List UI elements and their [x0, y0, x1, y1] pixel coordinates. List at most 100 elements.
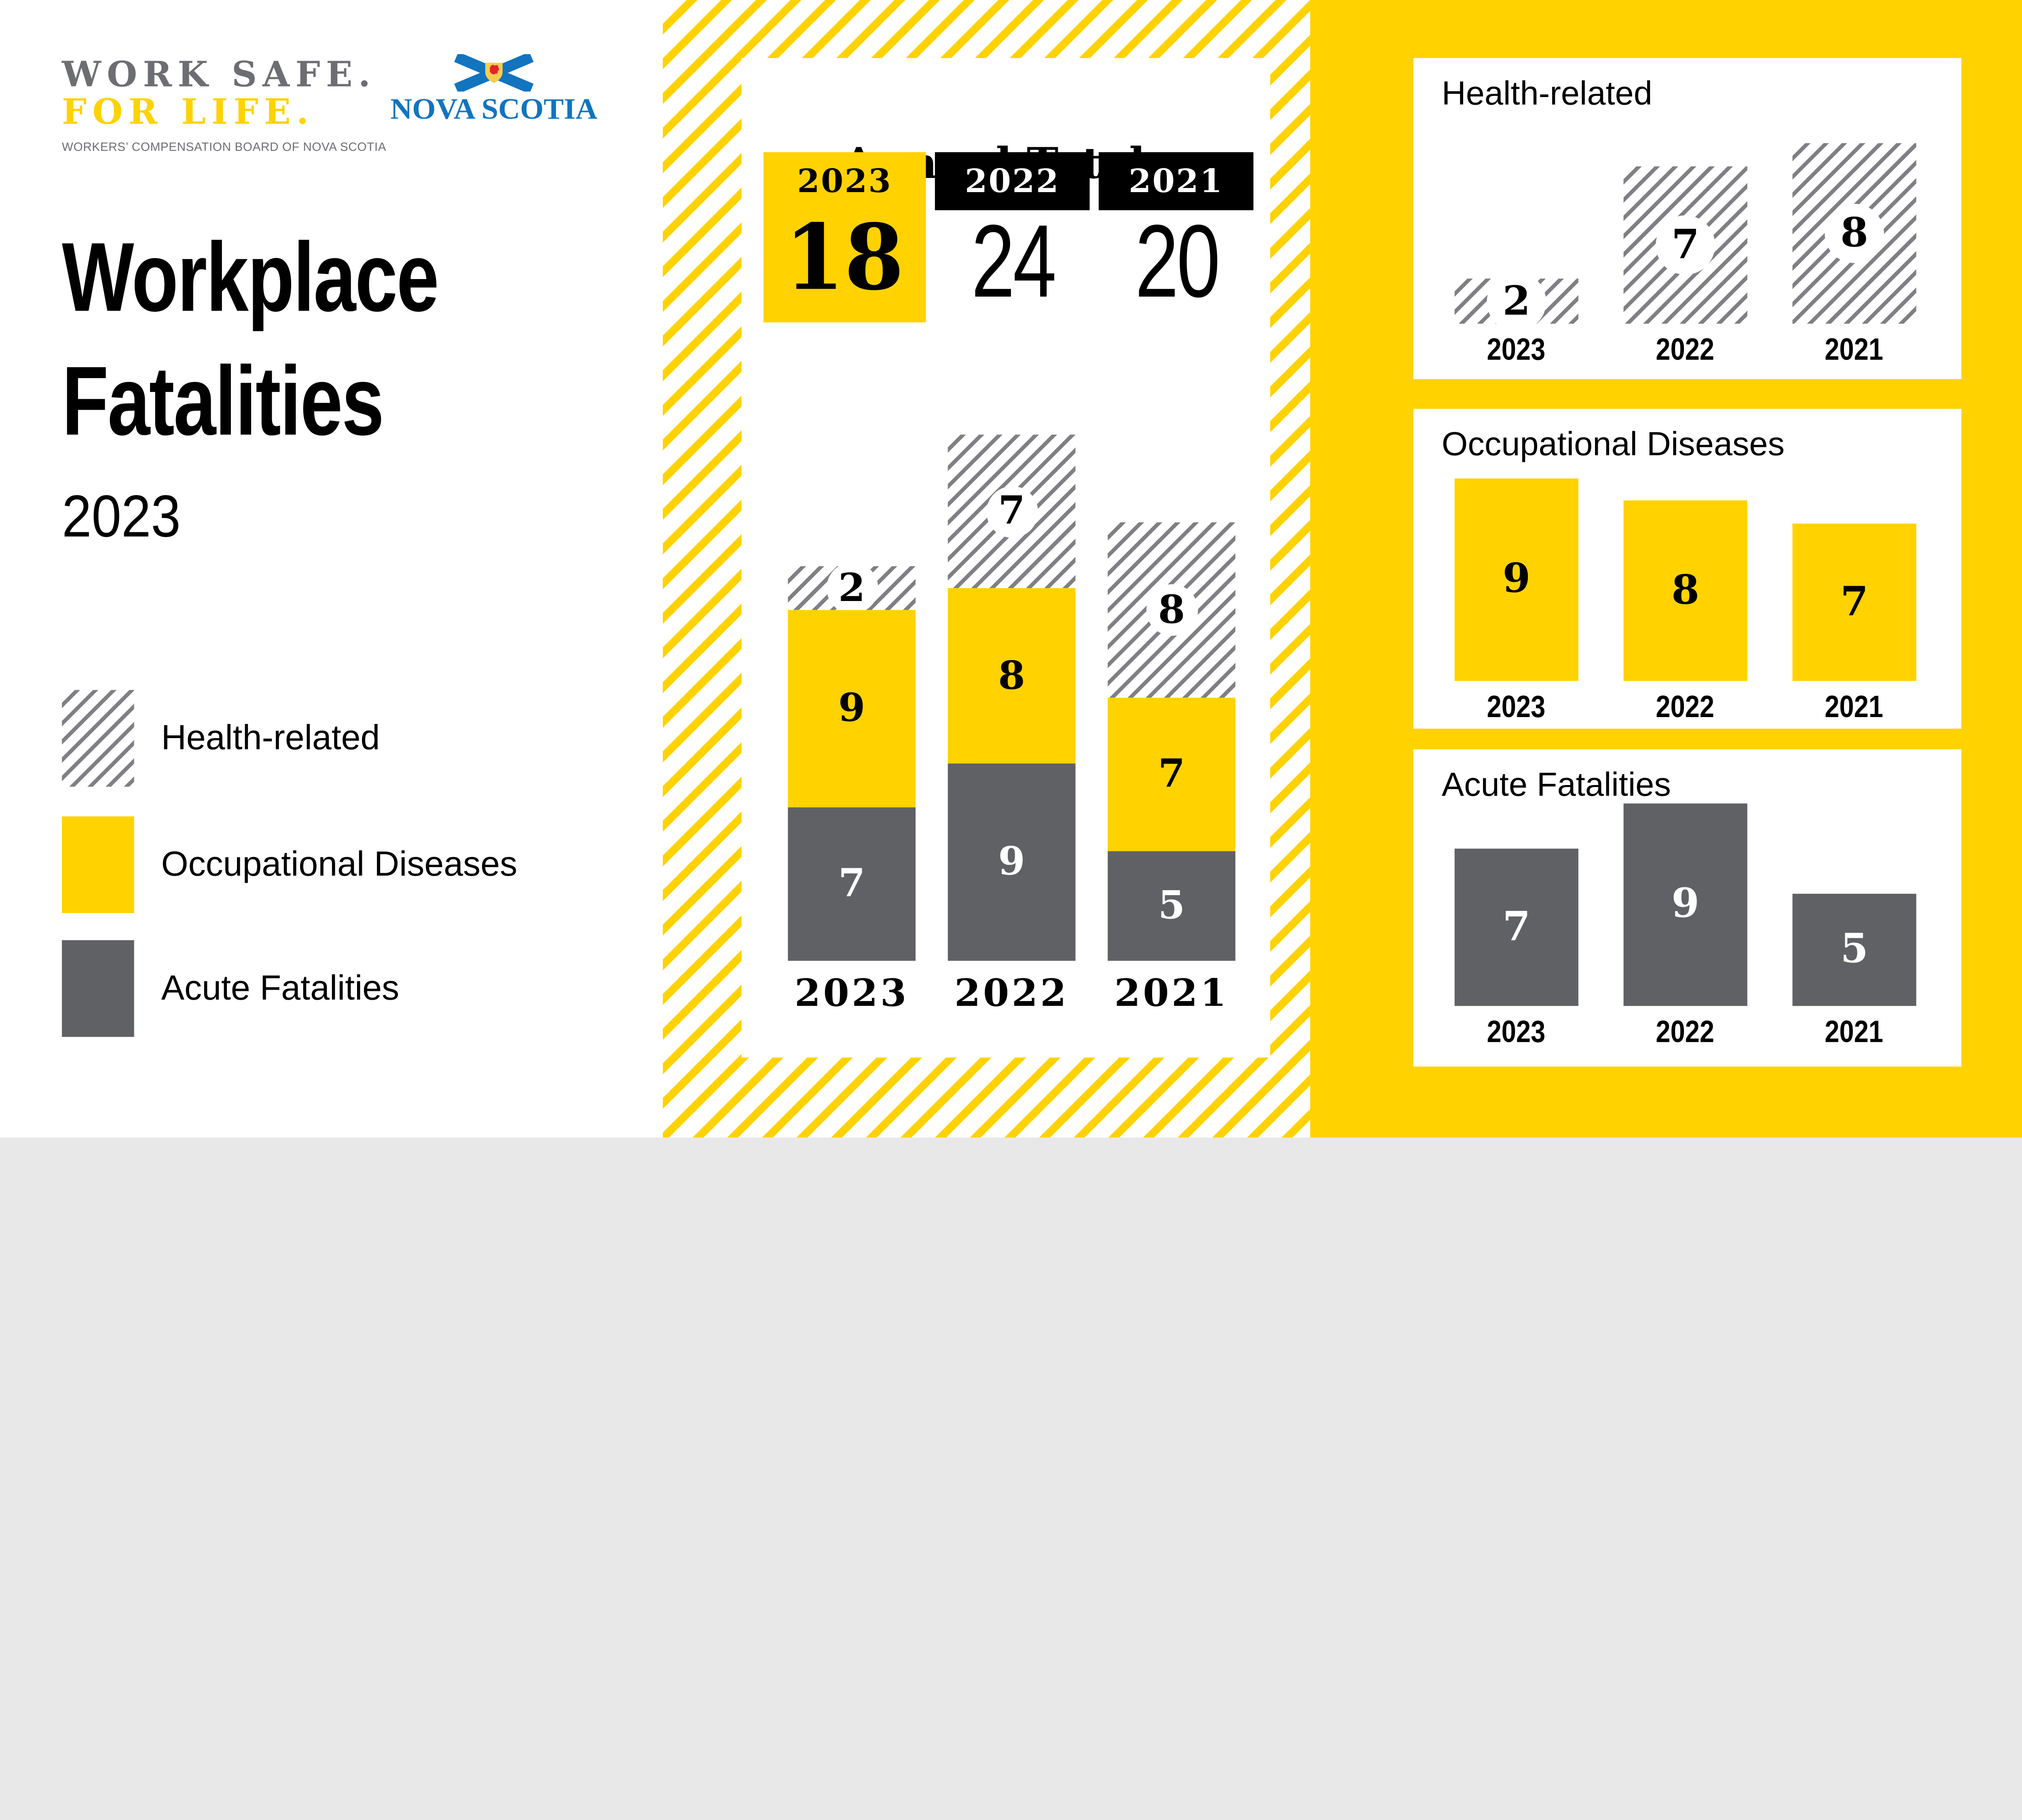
page-title-line2: Fatalities	[62, 347, 384, 457]
wcb-logo: WORK SAFE. FOR LIFE. WORKERS’ COMPENSATI…	[62, 57, 386, 153]
bar-year-label: 2023	[1487, 1015, 1546, 1050]
segment-acute-fatalities: 9	[948, 763, 1076, 961]
nova-scotia-wordmark: NOVA SCOTIA	[390, 93, 598, 125]
bar-value: 7	[1502, 904, 1531, 950]
stacked-bar-year-label: 2023	[794, 971, 909, 1015]
bar-year-label: 2021	[1825, 1015, 1884, 1050]
health-related-card-title: Health-related	[1442, 73, 1652, 112]
segment-acute-fatalities: 5	[1108, 851, 1235, 961]
legend-item-acute-fatalities: Acute Fatalities	[62, 939, 399, 1037]
bar-value: 7	[1671, 221, 1700, 268]
page-title-line1: Workplace	[62, 223, 439, 333]
legend-label: Health-related	[161, 717, 380, 757]
stacked-bar-year-label: 2021	[1114, 971, 1229, 1015]
segment-value: 7	[1158, 752, 1185, 797]
workplace-fatalities-infographic: WORK SAFE. FOR LIFE. WORKERS’ COMPENSATI…	[0, 0, 2022, 1138]
segment-occupational-diseases: 7	[1108, 698, 1235, 851]
legend-swatch-yellow-icon	[62, 815, 134, 913]
health-related-bar-2022: 7 2022	[1623, 165, 1747, 370]
annual-total-value: 24	[971, 203, 1056, 319]
acute-fatalities-card: Acute Fatalities 7 2023 9 2022 5 2021	[1413, 749, 1962, 1067]
occupational-diseases-card: Occupational Diseases 9 2023 8 2022 7 2021	[1413, 408, 1962, 729]
acute-fatalities-bar: 7	[1454, 848, 1579, 1006]
bar-value: 8	[1671, 567, 1700, 614]
health-related-bar-2021: 8 2021	[1792, 143, 1916, 370]
health-related-chart: 2 2023 7 2022 8 2021	[1454, 143, 1916, 370]
bar-value: 7	[1840, 578, 1868, 625]
annual-year-tab-label: 2023	[797, 162, 892, 200]
segment-value: 7	[838, 861, 865, 907]
page-title-year: 2023	[62, 482, 181, 550]
nova-scotia-logo: NOVA SCOTIA	[371, 54, 616, 127]
acute-fatalities-bar-2023: 7 2023	[1454, 848, 1579, 1052]
bar-year-label: 2021	[1825, 332, 1884, 368]
wcb-logo-tagline: WORKERS’ COMPENSATION BOARD OF NOVA SCOT…	[62, 140, 387, 154]
occupational-diseases-bar: 8	[1623, 500, 1747, 681]
health-related-bar-2023: 2 2023	[1454, 271, 1579, 370]
stacked-bar-segments: 2 9 7	[788, 562, 916, 961]
value-circle: 8	[1825, 203, 1884, 263]
stacked-bar-year-label: 2022	[954, 971, 1069, 1015]
value-circle: 2	[826, 562, 878, 614]
bar-year-label: 2023	[1487, 690, 1546, 725]
annual-year-tab-label: 2022	[964, 162, 1060, 200]
bar-value: 2	[1502, 278, 1531, 324]
value-circle: 2	[1487, 271, 1546, 331]
legend-label: Occupational Diseases	[161, 844, 518, 883]
legend-item-occupational-diseases: Occupational Diseases	[62, 815, 517, 913]
acute-fatalities-bar: 9	[1623, 803, 1747, 1006]
occupational-diseases-bar: 9	[1454, 478, 1579, 681]
stacked-bar-2021: 8 7 5 2021	[1108, 522, 1235, 1015]
acute-fatalities-bar-2022: 9 2022	[1623, 803, 1747, 1052]
segment-value: 9	[998, 839, 1025, 885]
bar-value: 9	[1502, 556, 1531, 603]
segment-acute-fatalities: 7	[788, 807, 916, 961]
occupational-diseases-bar-2023: 9 2023	[1454, 478, 1579, 727]
segment-occupational-diseases: 8	[948, 588, 1076, 764]
stacked-bar-segments: 7 8 9	[948, 434, 1076, 961]
acute-fatalities-bar-2021: 5 2021	[1792, 893, 1916, 1052]
annual-total-cell-2023: 2023 18	[763, 152, 926, 323]
segment-value: 8	[1158, 587, 1185, 633]
segment-health-related: 8	[1108, 522, 1235, 698]
value-circle: 7	[986, 485, 1038, 538]
legend-item-health-related: Health-related	[62, 689, 380, 787]
annual-totals-header: 2023 18 2022 24 2021 20	[763, 152, 1254, 323]
wcb-logo-line2: FOR LIFE.	[62, 93, 315, 133]
bar-year-label: 2023	[1487, 332, 1546, 368]
annual-total-value: 18	[785, 203, 905, 311]
segment-occupational-diseases: 9	[788, 610, 916, 808]
annual-totals-card: Annual Totals 2023 18 2022 24 2021 20 2 9 7 2023…	[741, 58, 1270, 1058]
segment-health-related: 2	[788, 562, 916, 614]
occupational-diseases-chart: 9 2023 8 2022 7 2021	[1454, 478, 1916, 727]
annual-year-tab: 2022	[935, 152, 1090, 210]
segment-value: 2	[838, 565, 865, 611]
health-related-card: Health-related 2 2023 7 2022 8 2021	[1413, 58, 1962, 379]
occupational-diseases-bar-2021: 7 2021	[1792, 523, 1916, 727]
bar-year-label: 2022	[1656, 332, 1715, 368]
health-related-bar: 2	[1454, 271, 1579, 331]
annual-total-value: 20	[1134, 203, 1220, 319]
acute-fatalities-card-title: Acute Fatalities	[1442, 764, 1671, 804]
annual-year-tab-label: 2021	[1128, 162, 1224, 200]
page-title: Workplace Fatalities 2023	[62, 217, 544, 547]
value-circle: 7	[1656, 215, 1715, 275]
segment-value: 5	[1158, 883, 1185, 929]
segment-value: 9	[838, 686, 865, 732]
acute-fatalities-bar: 5	[1792, 893, 1916, 1006]
bar-year-label: 2022	[1656, 1015, 1715, 1050]
occupational-diseases-bar-2022: 8 2022	[1623, 500, 1747, 727]
annual-year-tab: 2021	[1098, 152, 1254, 210]
stacked-bar-2023: 2 9 7 2023	[788, 562, 916, 1015]
value-circle: 8	[1146, 584, 1197, 636]
annual-total-cell-2022: 2022 24	[935, 152, 1090, 313]
acute-fatalities-chart: 7 2023 9 2022 5 2021	[1454, 803, 1916, 1052]
legend-label: Acute Fatalities	[161, 968, 400, 1007]
wcb-logo-line1: WORK SAFE.	[62, 55, 376, 95]
annual-totals-stacked-chart: 2 9 7 2023 7 8 9 2022 8 7 5 2021	[788, 434, 1235, 1015]
stacked-bar-2022: 7 8 9 2022	[948, 434, 1076, 1015]
health-related-bar: 8	[1792, 143, 1916, 324]
bar-year-label: 2021	[1825, 690, 1884, 725]
annual-total-cell-2021: 2021 20	[1098, 152, 1254, 319]
bar-year-label: 2022	[1656, 690, 1715, 725]
